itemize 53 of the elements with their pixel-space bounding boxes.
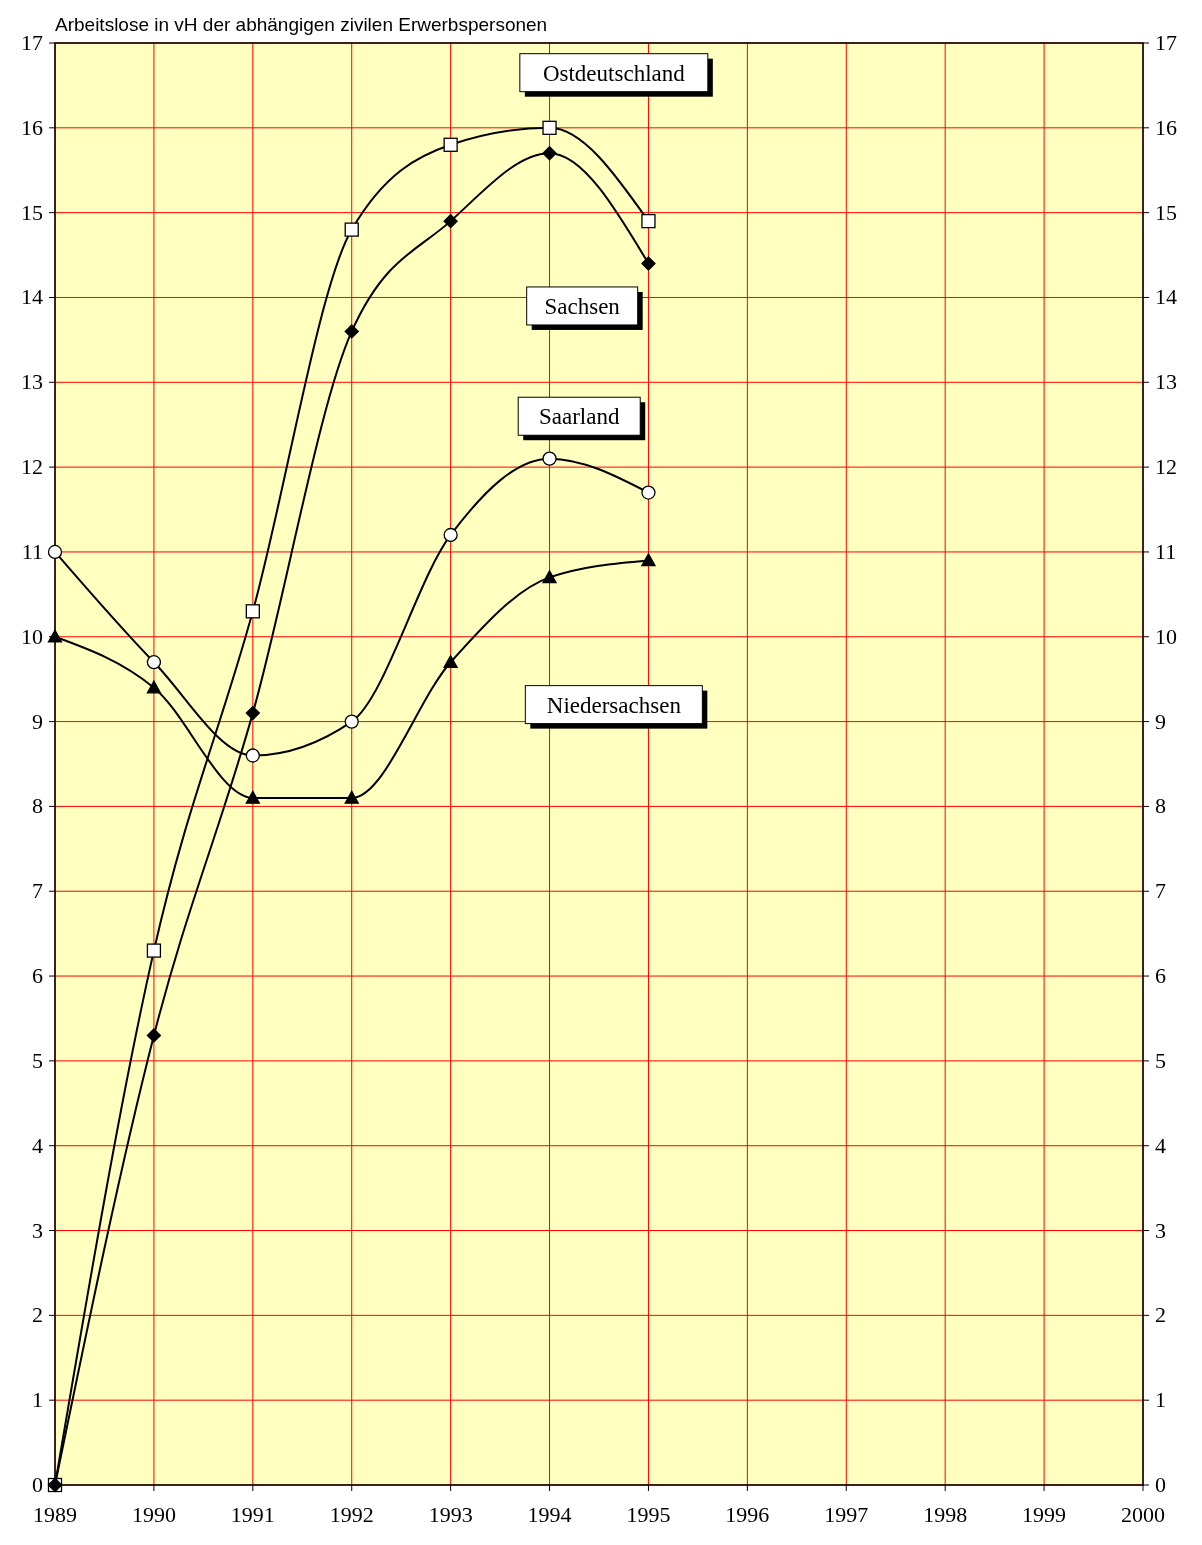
x-tick-label: 1998 xyxy=(923,1502,968,1527)
y2-tick-label: 0 xyxy=(1155,1472,1166,1497)
y-tick-label: 4 xyxy=(32,1132,43,1158)
y2-tick-label: 3 xyxy=(1155,1217,1166,1243)
x-tick-label: 1991 xyxy=(230,1502,275,1527)
y-tick-label: 11 xyxy=(21,538,43,564)
y-tick-label: 1 xyxy=(32,1387,43,1413)
y-tick-label: 7 xyxy=(32,878,43,904)
x-tick-label: 2000 xyxy=(1121,1502,1165,1527)
y-tick-label: 13 xyxy=(21,369,43,395)
y-tick-label: 6 xyxy=(32,963,43,989)
y-tick-label: 2 xyxy=(32,1302,43,1328)
y-tick-label: 14 xyxy=(21,284,43,310)
x-tick-label: 1997 xyxy=(824,1502,869,1527)
x-tick-label: 1992 xyxy=(329,1502,374,1527)
text: Niedersachsen xyxy=(546,692,682,718)
y2-tick-label: 4 xyxy=(1155,1132,1166,1158)
x-tick-label: 1990 xyxy=(131,1502,176,1527)
y2-tick-label: 12 xyxy=(1155,454,1177,480)
y-tick-label: 5 xyxy=(32,1047,43,1073)
x-tick-label: 1999 xyxy=(1022,1502,1067,1527)
y2-tick-label: 8 xyxy=(1155,793,1166,819)
y-tick-label: 9 xyxy=(32,708,43,734)
x-tick-label: 1995 xyxy=(626,1502,671,1527)
y-tick-label: 12 xyxy=(21,454,43,480)
x-tick-label: 1993 xyxy=(428,1502,473,1527)
y-tick-label: 8 xyxy=(32,793,43,819)
y2-tick-label: 15 xyxy=(1155,199,1177,225)
y-tick-label: 0 xyxy=(32,1472,43,1497)
y2-tick-label: 9 xyxy=(1155,708,1166,734)
y2-tick-label: 1 xyxy=(1155,1387,1166,1413)
y2-tick-label: 16 xyxy=(1155,114,1177,140)
y2-tick-label: 5 xyxy=(1155,1047,1166,1073)
y-tick-label: 17 xyxy=(21,30,43,55)
y2-tick-label: 14 xyxy=(1155,284,1177,310)
y-tick-label: 16 xyxy=(21,114,43,140)
series-label: Sachsen xyxy=(544,293,621,319)
y-tick-label: 10 xyxy=(21,623,43,649)
y-tick-label: 15 xyxy=(21,199,43,225)
y2-tick-label: 2 xyxy=(1155,1302,1166,1328)
chart-title: Arbeitslose in vH der abhängigen zivilen Erwerbspersonen xyxy=(55,14,548,35)
y2-tick-label: 10 xyxy=(1155,623,1177,649)
x-tick-label: 1994 xyxy=(527,1502,572,1527)
series-label: Ostdeutschland xyxy=(542,60,686,86)
y2-tick-label: 7 xyxy=(1155,878,1166,904)
y2-tick-label: 13 xyxy=(1155,369,1177,395)
y2-tick-label: 11 xyxy=(1155,538,1177,564)
series-label: Saarland xyxy=(538,404,620,430)
x-tick-label: 1989 xyxy=(33,1502,77,1527)
y2-tick-label: 6 xyxy=(1155,963,1166,989)
y2-tick-label: 17 xyxy=(1155,30,1177,55)
y-tick-label: 3 xyxy=(32,1217,43,1243)
x-tick-label: 1996 xyxy=(725,1502,770,1527)
